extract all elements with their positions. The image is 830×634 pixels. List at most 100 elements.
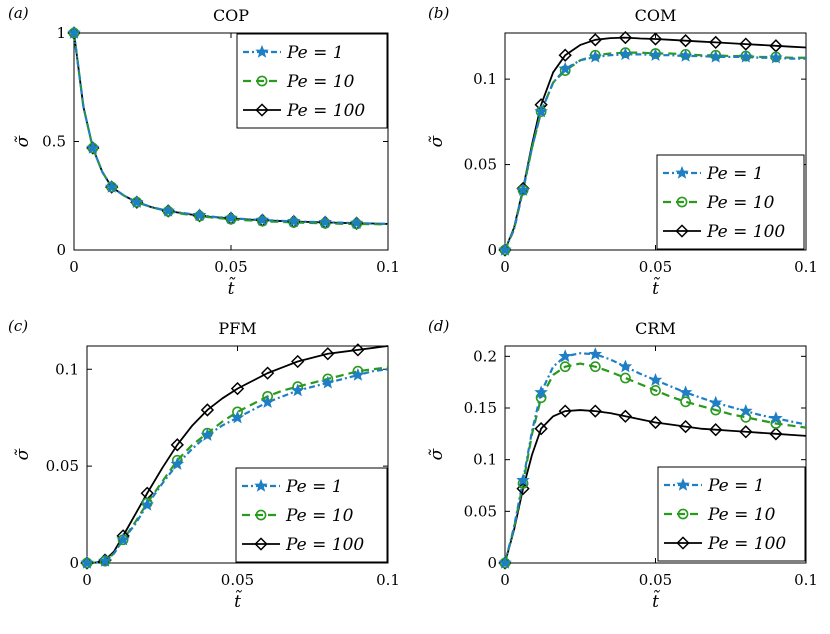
- panel-title: COM: [635, 6, 677, 25]
- legend: Pe = 1 Pe = 10 Pe = 100: [235, 467, 388, 563]
- y-tick-label: 1: [56, 24, 66, 42]
- data-point-pe100: [709, 35, 723, 50]
- x-axis-label: t̃: [652, 590, 660, 612]
- x-tick-label: 0.1: [376, 571, 400, 589]
- x-axis-label: t̃: [234, 590, 242, 612]
- legend-label: Pe = 10: [286, 72, 355, 92]
- x-tick-label: 0.05: [639, 258, 672, 276]
- data-point-pe100: [351, 343, 365, 357]
- legend-marker: [255, 509, 267, 521]
- data-point-pe1: [230, 410, 245, 424]
- panel-tag: (d): [428, 317, 449, 335]
- legend-marker: [255, 44, 269, 58]
- data-point-pe100: [739, 425, 753, 439]
- legend-label: Pe = 100: [706, 222, 785, 242]
- y-tick-label: 0: [487, 554, 497, 572]
- legend-label: Pe = 1: [707, 476, 765, 496]
- data-point-pe100: [678, 419, 693, 434]
- y-tick-label: 0.15: [464, 399, 497, 417]
- legend-marker: [676, 196, 688, 208]
- y-tick-label: 0: [56, 241, 66, 259]
- x-tick-label: 0: [500, 258, 510, 276]
- data-point-pe1: [80, 555, 94, 569]
- data-point-pe1: [708, 395, 723, 409]
- legend-label: Pe = 1: [286, 43, 344, 63]
- x-tick-label: 0.1: [376, 258, 400, 276]
- legend-label: Pe = 10: [285, 506, 354, 526]
- panel-title: CRM: [635, 319, 676, 338]
- panel-tag: (b): [428, 4, 449, 22]
- data-point-pe1: [678, 385, 693, 399]
- data-point-pe10: [650, 385, 661, 396]
- legend: Pe = 1 Pe = 10 Pe = 100: [656, 154, 805, 250]
- data-point-pe100: [618, 30, 633, 45]
- legend-marker: [676, 477, 690, 491]
- data-point-pe1: [98, 553, 112, 567]
- x-tick-label: 0.1: [794, 258, 818, 276]
- data-point-pe1: [498, 555, 512, 569]
- data-point-pe1: [318, 215, 332, 228]
- panel-title: COP: [213, 6, 249, 25]
- data-point-pe1: [200, 428, 215, 441]
- data-point-pe1: [618, 47, 633, 61]
- data-point-pe1: [516, 473, 530, 487]
- x-tick-label: 0.05: [214, 258, 247, 276]
- data-point-pe1: [255, 212, 270, 226]
- data-point-pe100: [648, 415, 663, 430]
- legend-marker: [677, 508, 689, 520]
- data-point-pe100: [709, 423, 723, 437]
- data-point-pe1: [192, 208, 207, 222]
- data-point-pe1: [140, 497, 154, 511]
- data-point-pe100: [739, 37, 753, 51]
- data-point-pe1: [161, 203, 175, 217]
- y-tick-label: 0.05: [464, 502, 497, 520]
- data-point-pe1: [588, 49, 603, 63]
- data-point-pe1: [769, 411, 783, 425]
- x-tick-label: 0.1: [794, 571, 818, 589]
- data-point-pe1: [321, 375, 335, 389]
- legend-marker: [255, 103, 269, 117]
- data-point-pe10: [559, 361, 571, 373]
- data-point-pe1: [104, 179, 119, 193]
- panel-title: PFM: [218, 319, 256, 338]
- data-point-pe1: [224, 211, 238, 224]
- data-point-pe100: [588, 404, 602, 418]
- y-axis-label: σ̃: [427, 448, 447, 460]
- data-point-pe1: [67, 25, 81, 39]
- y-tick-label: 0.1: [473, 70, 497, 88]
- data-point-pe1: [534, 385, 548, 399]
- data-point-pe1: [260, 395, 275, 408]
- x-tick-label: 0: [82, 571, 92, 589]
- data-point-pe1: [558, 61, 572, 75]
- y-tick-label: 0.05: [464, 156, 497, 174]
- data-point-pe100: [291, 354, 305, 369]
- x-tick-label: 0.05: [221, 571, 254, 589]
- data-point-pe100: [260, 366, 275, 380]
- data-point-pe10: [680, 396, 691, 408]
- data-point-pe1: [130, 195, 144, 208]
- data-point-pe1: [287, 214, 301, 228]
- legend-marker: [675, 224, 689, 238]
- panel-tag: (a): [8, 4, 29, 22]
- y-axis-label: σ̃: [427, 135, 447, 147]
- data-point-pe100: [200, 403, 215, 417]
- legend-label: Pe = 100: [285, 535, 364, 555]
- data-point-pe100: [618, 409, 633, 423]
- data-point-pe100: [588, 33, 602, 47]
- legend-label: Pe = 100: [286, 101, 365, 121]
- legend-label: Pe = 100: [707, 534, 786, 554]
- y-axis-label: σ̃: [13, 135, 33, 147]
- legend-label: Pe = 10: [707, 505, 776, 525]
- legend: Pe = 1 Pe = 10 Pe = 100: [236, 33, 388, 129]
- series-line-pe1: [503, 352, 807, 564]
- y-tick-label: 0.5: [42, 133, 66, 151]
- data-point-pe1: [739, 404, 753, 417]
- legend: Pe = 1 Pe = 10 Pe = 100: [657, 466, 806, 562]
- data-point-pe100: [558, 404, 572, 418]
- data-point-pe1: [588, 347, 603, 361]
- data-point-pe100: [321, 347, 335, 361]
- y-axis-label: σ̃: [13, 448, 33, 460]
